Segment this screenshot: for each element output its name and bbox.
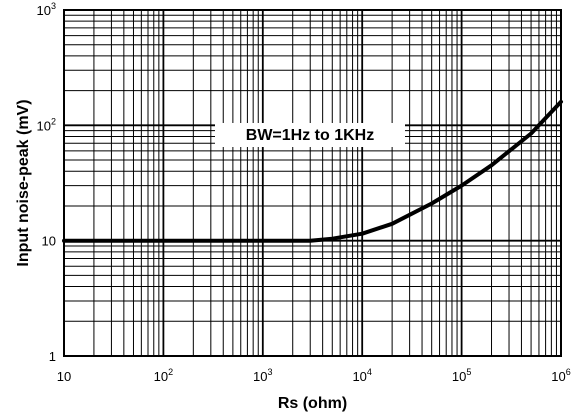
y-tick-label: 1 (49, 349, 56, 364)
x-tick-label: 104 (352, 367, 371, 384)
x-tick-label: 102 (154, 367, 173, 384)
y-axis-label: Input noise-peak (mV) (15, 99, 32, 266)
x-tick-label: 106 (551, 367, 570, 384)
x-tick-label: 10 (57, 369, 71, 384)
x-tick-label: 103 (253, 367, 272, 384)
annotation-background (215, 123, 405, 147)
y-tick-label: 102 (37, 116, 56, 133)
annotation-box: BW=1Hz to 1KHz (215, 123, 405, 147)
grid (63, 9, 562, 357)
x-axis-label: Rs (ohm) (278, 395, 347, 412)
annotation-text: BW=1Hz to 1KHz (246, 127, 374, 144)
plot-frame (63, 9, 562, 357)
series-line (62, 99, 563, 243)
y-tick-label: 10 (42, 234, 56, 249)
y-tick-label: 103 (37, 1, 56, 18)
series-group (62, 99, 563, 243)
x-tick-label: 105 (452, 367, 471, 384)
